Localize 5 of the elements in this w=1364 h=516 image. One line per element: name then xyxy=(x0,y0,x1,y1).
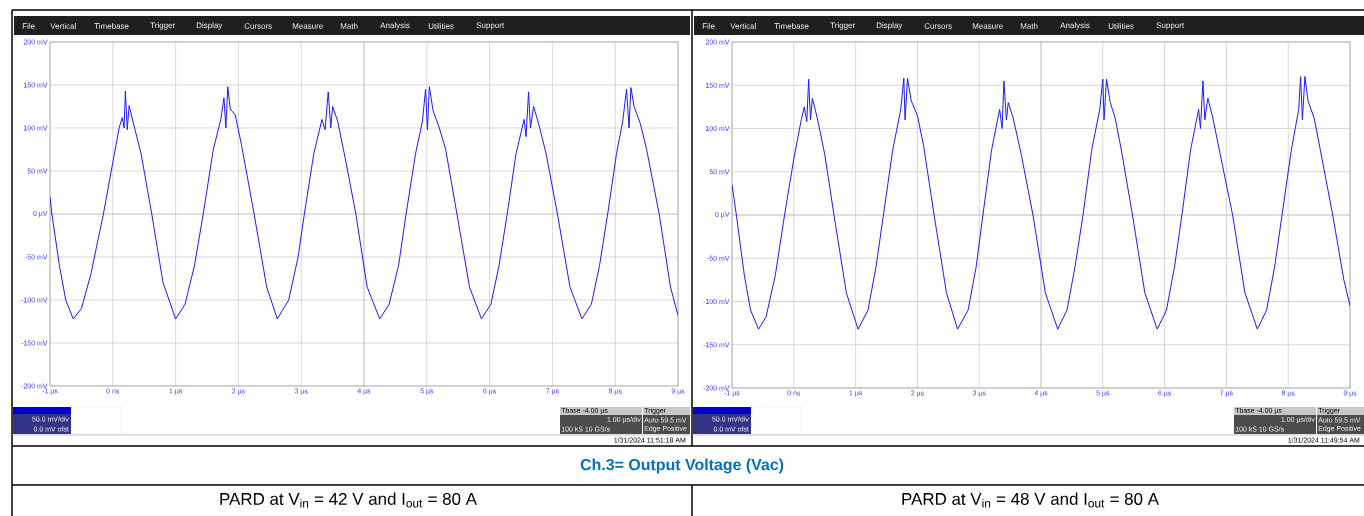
text: PARD at V$_{in}$ = 42 V and I$_{out}$ = 80 A xyxy=(220,492,477,508)
line-series xyxy=(50,86,679,320)
text: Ch.3= Output Voltage (Vac) xyxy=(580,458,784,474)
line-series xyxy=(732,76,1351,330)
text: PARD at V$_{in}$ = 48 V and I$_{out}$ = 80 A xyxy=(902,492,1159,508)
